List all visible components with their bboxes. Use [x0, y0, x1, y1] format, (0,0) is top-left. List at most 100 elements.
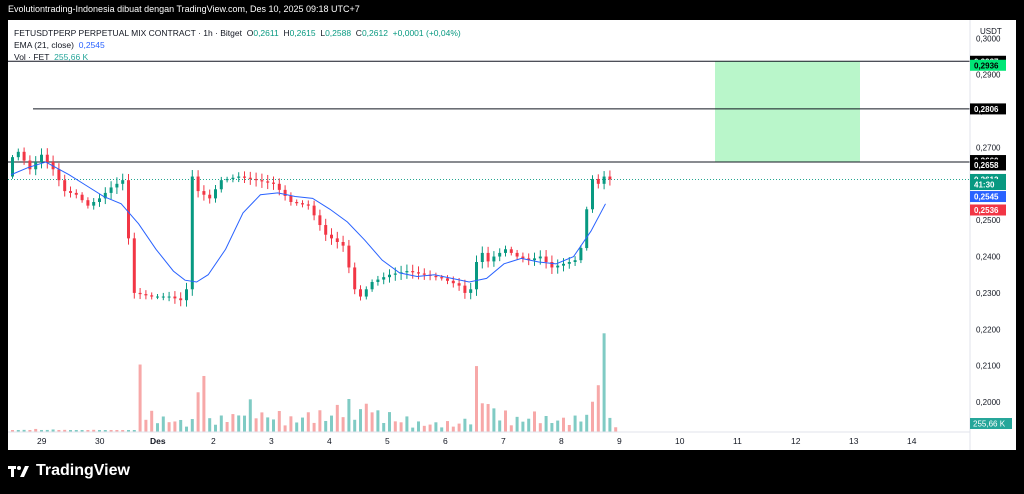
- candle-body: [573, 260, 577, 262]
- x-tick-label: 29: [37, 436, 47, 446]
- candle-body: [498, 252, 502, 257]
- candle-body: [92, 202, 96, 206]
- volume-bar: [417, 421, 420, 432]
- candle-body: [515, 252, 519, 257]
- y-tick-label: 0,2300: [976, 289, 1001, 298]
- candle-body: [388, 274, 391, 278]
- ema-line: [10, 161, 606, 283]
- candle-body: [127, 180, 130, 239]
- candle-body: [185, 289, 188, 301]
- volume-bar: [509, 425, 513, 432]
- volume-bar: [254, 418, 258, 432]
- volume-bar: [295, 422, 299, 432]
- volume-bar: [202, 375, 206, 432]
- candle-body: [486, 252, 490, 262]
- volume-bar: [405, 416, 409, 432]
- volume-bar: [492, 408, 496, 432]
- price-chart[interactable]: USDT0,30000,29000,28000,27000,26000,2500…: [8, 20, 1016, 450]
- volume-bar: [370, 412, 374, 432]
- x-tick-label: 3: [269, 436, 274, 446]
- candle-body: [440, 277, 444, 279]
- y-tick-label: 0,2500: [976, 216, 1001, 225]
- volume-bar: [347, 399, 351, 432]
- candle-body: [150, 295, 154, 297]
- price-label: 0,2658: [974, 161, 999, 170]
- volume-row[interactable]: Vol · FET 255,66 K: [14, 51, 461, 63]
- volume-bar: [451, 426, 455, 432]
- price-label: 41:30: [974, 181, 995, 190]
- x-tick-label: 14: [907, 436, 917, 446]
- x-tick-label: 9: [617, 436, 622, 446]
- x-tick-label: 13: [849, 436, 859, 446]
- volume-bar: [144, 419, 148, 432]
- y-tick-label: 0,2400: [976, 253, 1001, 262]
- volume-bar: [486, 404, 490, 432]
- candle-body: [422, 273, 426, 275]
- change-value: +0,0001 (+0,04%): [392, 28, 461, 38]
- volume-axis-label: 255,66 K: [973, 420, 1006, 429]
- volume-bar: [11, 430, 14, 432]
- volume-bar: [457, 423, 461, 432]
- candle-body: [28, 160, 32, 170]
- candle-body: [567, 262, 571, 264]
- x-tick-label: 4: [327, 436, 332, 446]
- volume-bar: [376, 410, 380, 432]
- candle-body: [324, 225, 328, 235]
- volume-bar: [243, 415, 246, 432]
- candle-body: [457, 283, 461, 286]
- candle-body: [103, 192, 107, 199]
- candle-body: [86, 200, 90, 206]
- y-tick-label: 0,3000: [976, 34, 1001, 43]
- volume-bar: [219, 415, 223, 432]
- volume-bar: [185, 426, 188, 432]
- volume-bar: [364, 403, 368, 432]
- volume-bar: [167, 422, 171, 432]
- candle-body: [312, 205, 316, 216]
- x-tick-label: 6: [443, 436, 448, 446]
- candle-body: [335, 238, 339, 242]
- candle-body: [121, 180, 125, 184]
- volume-bar: [214, 424, 217, 432]
- candle-body: [98, 198, 101, 202]
- candle-body: [132, 238, 136, 293]
- candle-body: [411, 271, 415, 273]
- candle-body: [370, 282, 374, 290]
- volume-bar: [463, 418, 467, 432]
- candle-body: [243, 176, 246, 178]
- candle-body: [364, 289, 368, 297]
- currency-label: USDT: [980, 27, 1002, 36]
- volume-bar: [196, 392, 200, 432]
- volume-bar: [150, 410, 154, 432]
- tradingview-brand[interactable]: TradingView: [8, 462, 130, 480]
- x-tick-label: 5: [385, 436, 390, 446]
- volume-bar: [562, 417, 565, 432]
- candle-body: [446, 278, 449, 281]
- high-value: 0,2615: [289, 28, 316, 38]
- symbol-label[interactable]: FETUSDTPERP PERPETUAL MIX CONTRACT · 1h …: [14, 28, 242, 38]
- x-tick-label: 2: [211, 436, 216, 446]
- volume-bar: [533, 411, 536, 432]
- price-label-box: [970, 59, 1006, 71]
- volume-bar: [353, 419, 357, 432]
- candle-body: [538, 256, 542, 259]
- candle-body: [208, 194, 212, 199]
- candle-body: [463, 285, 467, 293]
- candle-body: [69, 191, 72, 193]
- volume-bar: [359, 409, 362, 432]
- volume-bar: [225, 422, 229, 432]
- chart-watermark-title: Evolutiontrading-Indonesia dibuat dengan…: [8, 4, 360, 14]
- volume-bar: [382, 422, 386, 432]
- volume-bar: [301, 417, 304, 432]
- volume-bar: [591, 401, 594, 432]
- chart-legend: FETUSDTPERP PERPETUAL MIX CONTRACT · 1h …: [14, 27, 461, 63]
- volume-bar: [330, 415, 333, 432]
- volume-bar: [335, 404, 339, 432]
- low-value: 0,2588: [325, 28, 352, 38]
- volume-bar: [498, 420, 502, 432]
- volume-bar: [63, 429, 67, 432]
- volume-bar: [399, 422, 403, 432]
- volume-bar: [527, 418, 531, 432]
- ema-row[interactable]: EMA (21, close) 0,2545: [14, 39, 461, 51]
- volume-bar: [475, 366, 478, 432]
- candle-body: [138, 292, 142, 295]
